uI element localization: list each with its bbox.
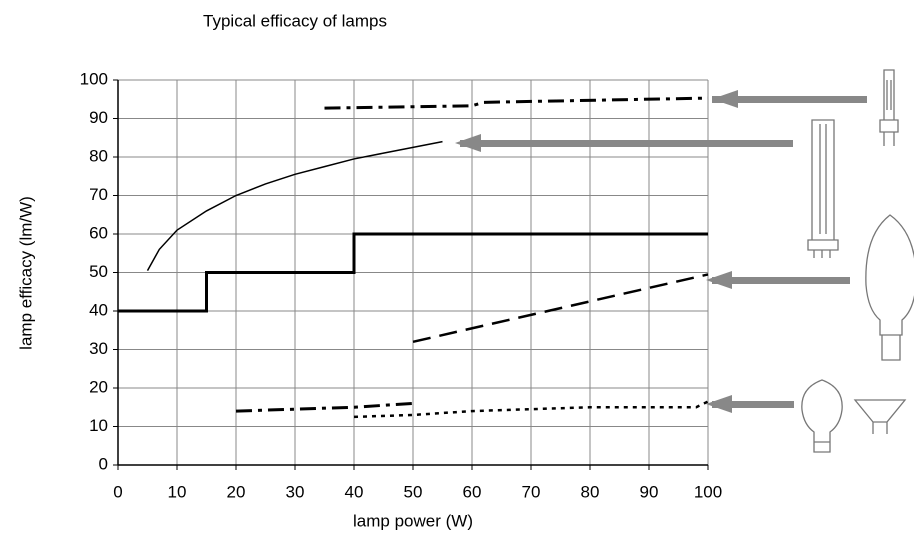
series-line xyxy=(353,400,709,419)
series-line xyxy=(324,96,709,110)
series-line xyxy=(235,401,414,413)
x-tick-label: 20 xyxy=(227,482,246,501)
y-tick-label: 60 xyxy=(89,223,108,242)
lamp-icons xyxy=(455,69,914,453)
x-tick-label: 40 xyxy=(345,482,364,501)
series-line xyxy=(412,273,709,344)
x-tick-label: 50 xyxy=(404,482,423,501)
x-tick-label: 100 xyxy=(694,482,722,501)
series-line xyxy=(118,232,708,313)
y-tick-label: 40 xyxy=(89,300,108,319)
x-tick-label: 70 xyxy=(522,482,541,501)
y-axis-label: lamp efficacy (lm/W) xyxy=(16,196,35,350)
x-tick-label: 60 xyxy=(463,482,482,501)
x-tick-label: 80 xyxy=(581,482,600,501)
x-axis-label: lamp power (W) xyxy=(353,511,473,530)
y-tick-label: 0 xyxy=(99,454,108,473)
y-tick-label: 80 xyxy=(89,146,108,165)
y-tick-label: 20 xyxy=(89,377,108,396)
series-line xyxy=(146,140,443,271)
x-tick-label: 10 xyxy=(168,482,187,501)
chart-title: Typical efficacy of lamps xyxy=(203,11,387,30)
x-tick-label: 0 xyxy=(113,482,122,501)
y-tick-label: 30 xyxy=(89,339,108,358)
y-tick-label: 100 xyxy=(80,69,108,88)
y-tick-label: 10 xyxy=(89,416,108,435)
y-tick-label: 50 xyxy=(89,262,108,281)
y-tick-label: 90 xyxy=(89,108,108,127)
x-tick-label: 30 xyxy=(286,482,305,501)
y-tick-label: 70 xyxy=(89,185,108,204)
x-tick-label: 90 xyxy=(640,482,659,501)
